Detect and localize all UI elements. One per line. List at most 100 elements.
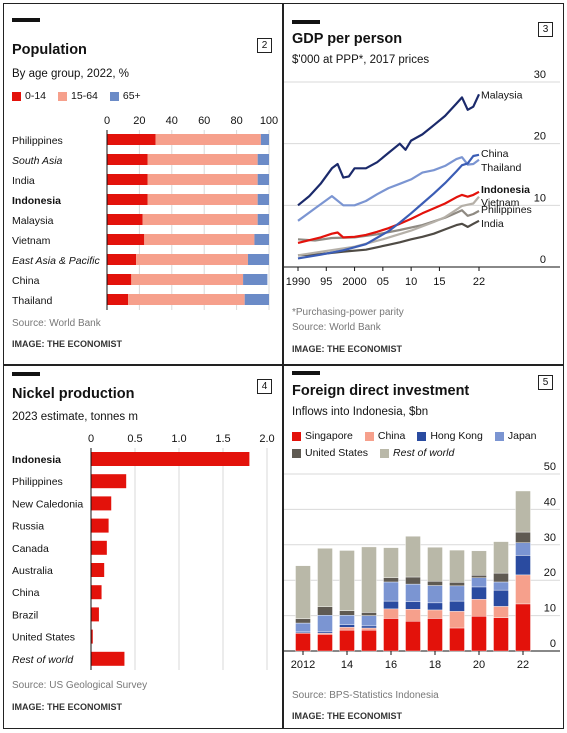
series-line <box>297 153 480 260</box>
bar-segment <box>131 274 244 285</box>
category-label: Rest of world <box>12 654 74 666</box>
source-note: Source: World Bank <box>292 322 381 333</box>
x-tick-label: 80 <box>230 115 242 127</box>
y-tick-label: 20 <box>544 567 556 579</box>
x-tick-label: 60 <box>198 115 210 127</box>
bar-segment <box>383 581 399 602</box>
bar-segment <box>405 583 421 602</box>
legend-label: Rest of world <box>393 447 455 459</box>
series-label: Indonesia <box>481 184 530 196</box>
nickel-chart: 0 0.5 1.0 1.5 2.0 Indonesia Philippines New Cal… <box>12 433 275 670</box>
x-tick-label: 100 <box>260 115 278 127</box>
bar-segment <box>361 615 377 627</box>
bar-segment <box>361 625 377 629</box>
bar-segment <box>107 234 145 245</box>
legend-item: 0-14 <box>12 90 46 102</box>
nickel-panel: 4 Nickel production 2023 estimate, tonne… <box>3 365 283 729</box>
x-tick-label: 20 <box>473 659 485 671</box>
y-tick-label: 0 <box>550 638 556 650</box>
accent-bar <box>292 371 320 375</box>
y-tick-label: 0 <box>540 254 546 266</box>
x-tick-label: 95 <box>320 276 332 288</box>
bar-segment <box>147 174 258 185</box>
bar-segment <box>515 555 531 576</box>
bar-segment <box>243 274 268 285</box>
x-tick-label: 14 <box>341 659 353 671</box>
x-tick-label: 1.0 <box>171 433 186 445</box>
bar-segment <box>339 624 355 628</box>
bar-segment <box>317 634 333 652</box>
bar-segment <box>339 615 355 626</box>
bar-segment <box>339 627 355 631</box>
category-label: New Caledonia <box>12 498 83 510</box>
image-credit: IMAGE: THE ECONOMIST <box>12 339 122 349</box>
category-label: United States <box>12 632 75 644</box>
bar-segment <box>260 134 269 145</box>
chart-subtitle: By age group, 2022, % <box>12 68 129 80</box>
legend-item: Japan <box>494 429 537 444</box>
bar-segment <box>107 214 143 225</box>
bar <box>91 585 102 600</box>
bar-segment <box>493 541 509 574</box>
image-credit: IMAGE: THE ECONOMIST <box>292 344 402 354</box>
bar-segment <box>383 618 399 652</box>
bar-segment <box>317 606 333 616</box>
bar-segment <box>493 581 509 591</box>
bar-segment <box>471 575 487 578</box>
y-tick-label: 20 <box>534 131 546 143</box>
bar-segment <box>383 600 399 610</box>
category-label: China <box>12 275 40 287</box>
bar-segment <box>515 574 531 605</box>
bar-segment <box>339 629 355 652</box>
bar-segment <box>493 606 509 618</box>
bar-segment <box>383 577 399 583</box>
bar <box>91 629 93 644</box>
legend-label: Japan <box>507 430 537 442</box>
series-line <box>297 219 480 257</box>
gdp-chart: 0 10 20 30 1990 95 2000 05 10 15 22 Malaysia China Th… <box>284 69 560 288</box>
x-tick-label: 20 <box>133 115 145 127</box>
gdp-panel: 3 GDP per person $'000 at PPP*, 2017 pri… <box>283 3 564 365</box>
bar <box>91 607 99 622</box>
bar-segment <box>361 627 377 631</box>
bar-segment <box>405 536 421 578</box>
bar-segment <box>257 194 269 205</box>
chart-title: Population <box>12 42 87 58</box>
chart-title: GDP per person <box>292 31 403 47</box>
bar-segment <box>257 174 269 185</box>
accent-bar <box>12 18 40 22</box>
series-line <box>297 190 480 244</box>
legend-swatch <box>109 91 119 101</box>
x-tick-label: 0 <box>104 115 110 127</box>
series-label: Thailand <box>481 162 521 174</box>
bar-segment <box>317 615 333 633</box>
category-label: China <box>12 587 40 599</box>
legend-item: Rest of world <box>380 446 454 461</box>
legend-swatch <box>58 91 68 101</box>
bar-segment <box>427 581 443 586</box>
fdi-chart: 0 10 20 30 40 50 2012 14 16 18 20 22 <box>284 461 560 671</box>
legend-item: 65+ <box>109 90 141 102</box>
bar-segment <box>107 294 129 305</box>
x-tick-label: 22 <box>517 659 529 671</box>
category-label: Australia <box>12 565 53 577</box>
legend-swatch <box>380 449 390 458</box>
bar-segment <box>405 576 421 585</box>
bar-segment <box>317 548 333 607</box>
x-tick-label: 2000 <box>342 276 366 288</box>
category-label: Philippines <box>12 135 63 147</box>
bar <box>91 474 127 489</box>
x-tick-label: 0.5 <box>127 433 142 445</box>
category-label: India <box>12 175 35 187</box>
bar-segment <box>515 531 531 543</box>
accent-bar <box>12 372 40 376</box>
x-tick-label: 1.5 <box>215 433 230 445</box>
legend-label: Singapore <box>305 430 353 442</box>
bar-segment <box>142 214 258 225</box>
x-tick-label: 05 <box>377 276 389 288</box>
x-tick-label: 0 <box>88 433 94 445</box>
bar-segment <box>295 633 311 652</box>
bar-segment <box>427 602 443 611</box>
legend: Singapore China Hong Kong Japan United State… <box>292 429 557 463</box>
bar-segment <box>128 294 245 305</box>
